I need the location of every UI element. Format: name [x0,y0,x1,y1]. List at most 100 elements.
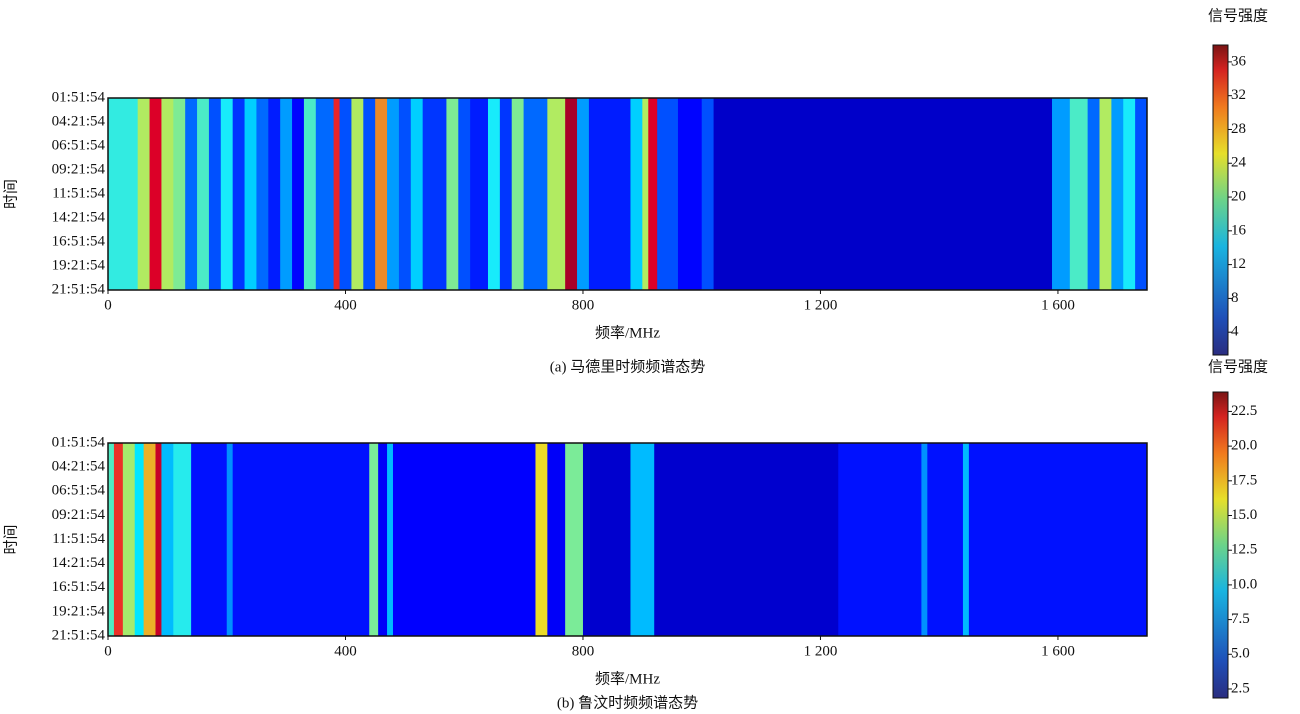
x-tick-label: 1 200 [804,297,838,313]
heat-band [303,98,317,290]
heat-band [134,443,145,636]
y-tick-label: 19:21:54 [52,257,106,273]
colorbar-tick-label: 8 [1231,290,1239,306]
heat-band [1087,98,1101,290]
heat-band [921,443,928,636]
heat-band [161,98,174,290]
y-tick-label: 14:21:54 [52,555,106,571]
heat-band [226,443,234,636]
x-tick-label: 400 [334,297,357,313]
y-tick-label: 21:51:54 [52,281,106,297]
heat-band [713,98,1053,290]
y-axis-label: 时间 [2,524,19,554]
colorbar-tick-label: 12.5 [1231,542,1257,558]
colorbar-tick-label: 32 [1231,87,1246,103]
heat-band [173,98,186,290]
colorbar-tick-label: 20 [1231,188,1246,204]
heat-band [458,98,471,290]
heat-band [499,98,513,290]
heat-band [185,98,198,290]
y-tick-label: 01:51:54 [52,89,106,105]
colorbar-tick-label: 7.5 [1231,611,1250,627]
heat-band [143,443,156,636]
x-tick-label: 1 600 [1041,643,1075,659]
heat-band [962,443,970,636]
heat-band [577,98,590,290]
heat-band [161,443,174,636]
heat-band [398,98,412,290]
y-tick-label: 09:21:54 [52,161,106,177]
heat-band [630,98,643,290]
heat-band [339,98,352,290]
plot-frame [107,442,1148,637]
heat-band [582,443,631,636]
heat-band [470,98,489,290]
y-tick-label: 06:51:54 [52,137,106,153]
caption: (b) 鲁汶时频频谱态势 [557,693,698,711]
heat-band [422,98,447,290]
y-tick-label: 19:21:54 [52,603,106,619]
heat-band [588,98,631,290]
colorbar-tick-label: 24 [1231,155,1247,171]
heat-band [1099,98,1112,290]
y-tick-label: 21:51:54 [52,627,106,643]
heat-band [108,98,139,290]
heat-band [657,98,679,290]
heat-band [191,443,228,636]
heat-band [654,443,839,636]
heat-band [351,98,364,290]
heat-band [268,98,281,290]
y-tick-label: 04:21:54 [52,113,106,129]
x-tick-label: 0 [104,643,112,659]
heat-band [387,98,400,290]
heat-band [410,98,424,290]
colorbar-tick-label: 12 [1231,256,1246,272]
heat-band [838,443,922,636]
heat-band [1123,98,1136,290]
colorbar [1212,391,1229,699]
colorbar-title: 信号强度 [1208,7,1268,24]
heat-band [220,98,234,290]
heat-band [387,443,394,636]
colorbar-tick-label: 20.0 [1231,438,1257,454]
heat-band [392,443,536,636]
colorbar-tick-label: 16 [1231,222,1247,238]
heat-band [1111,98,1124,290]
heat-band [232,98,246,290]
colorbar-tick-label: 28 [1231,121,1246,137]
heat-band [1052,98,1071,290]
y-tick-label: 11:51:54 [52,185,105,201]
y-tick-label: 09:21:54 [52,507,106,523]
heat-band [369,443,379,636]
x-tick-label: 1 600 [1041,297,1075,313]
heat-band [565,98,578,290]
heat-band [122,443,136,636]
heat-band [565,443,584,636]
heat-band [378,443,388,636]
y-axis-label: 时间 [2,179,19,209]
heat-band [113,443,124,636]
heat-band [968,443,1148,636]
heat-band [280,98,293,290]
heat-band [375,98,388,290]
heat-band [535,443,548,636]
colorbar-title: 信号强度 [1208,358,1268,375]
plot-frame [107,97,1148,291]
heat-band [677,98,703,290]
heat-band [648,98,658,290]
colorbar-tick-label: 10.0 [1231,576,1257,592]
y-tick-label: 16:51:54 [52,579,106,595]
x-tick-label: 400 [334,643,357,659]
heat-band [547,443,566,636]
colorbar-tick-label: 15.0 [1231,507,1257,523]
colorbar-tick-label: 17.5 [1231,472,1257,488]
heat-band [523,98,548,290]
heat-band [244,98,257,290]
x-tick-label: 800 [572,297,595,313]
y-tick-label: 16:51:54 [52,233,106,249]
heat-band [1069,98,1089,290]
x-axis-label: 频率/MHz [595,670,660,687]
y-tick-label: 14:21:54 [52,209,106,225]
colorbar-tick-label: 22.5 [1231,403,1257,419]
